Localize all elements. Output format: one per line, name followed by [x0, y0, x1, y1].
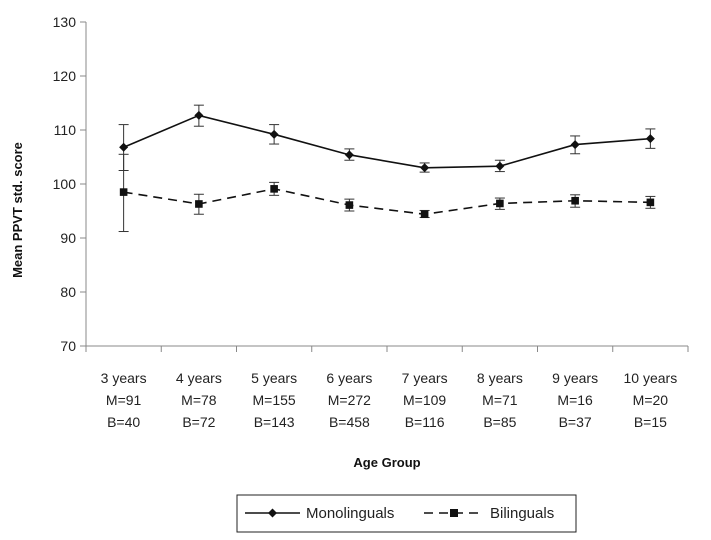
x-tick-sample-bilingual: B=458: [329, 414, 370, 430]
data-point: [645, 134, 655, 144]
x-tick-sample-monolingual: M=78: [181, 392, 217, 408]
legend-bilinguals-label: Bilinguals: [490, 505, 554, 522]
x-tick-sample-bilingual: B=72: [182, 414, 215, 430]
data-point: [345, 201, 354, 209]
legend-monolinguals-label: Monolinguals: [306, 505, 394, 522]
data-point: [495, 161, 505, 171]
y-tick-label: 130: [53, 14, 77, 30]
data-point: [496, 199, 504, 208]
y-tick-label: 110: [54, 122, 77, 138]
x-tick-sample-monolingual: M=109: [403, 392, 446, 408]
x-tick-sample-bilingual: B=37: [559, 414, 592, 430]
x-axis-title: Age Group: [353, 455, 420, 470]
y-ticks: 70 80 90 100 110 120 130: [53, 14, 86, 354]
x-tick-sample-monolingual: M=155: [253, 392, 296, 408]
x-tick-sample-bilingual: B=40: [107, 414, 140, 430]
x-tick-sample-monolingual: M=16: [557, 392, 593, 408]
series-layer: [118, 104, 656, 233]
series-line-monolinguals: [123, 114, 651, 169]
x-tick-label: 4 years: [176, 370, 222, 386]
y-tick-label: 90: [60, 230, 76, 246]
x-tick-sample-bilingual: B=116: [405, 414, 445, 430]
x-tick-sample-bilingual: B=85: [483, 414, 516, 430]
data-point: [119, 188, 128, 196]
y-tick-label: 70: [60, 338, 76, 354]
x-tick-sample-monolingual: M=20: [633, 392, 669, 408]
y-tick-label: 80: [60, 284, 76, 300]
legend-bilinguals-marker: [450, 509, 458, 517]
data-point: [646, 198, 655, 207]
y-tick-label: 100: [53, 176, 77, 192]
y-tick-label: 120: [53, 68, 77, 84]
series-monolinguals: [118, 104, 656, 173]
data-point: [269, 129, 279, 139]
series-bilinguals: [118, 153, 656, 233]
x-tick-label: 7 years: [402, 370, 448, 386]
x-tick-label: 10 years: [624, 370, 678, 386]
x-tick-sample-monolingual: M=272: [328, 392, 371, 408]
data-point: [195, 200, 203, 208]
x-tick-label: 8 years: [477, 370, 523, 386]
data-point: [270, 185, 278, 193]
data-point: [344, 150, 354, 160]
data-point: [119, 142, 129, 152]
axes: [85, 22, 688, 347]
x-tick-label: 6 years: [326, 370, 372, 386]
x-ticks: 3 years M=91 B=40 4 years M=78 B=72 5 years M=1…: [85, 346, 689, 430]
y-axis-title: Mean PPVT std. score: [10, 142, 25, 278]
x-tick-sample-monolingual: M=91: [106, 392, 142, 408]
data-point: [194, 110, 204, 120]
data-point: [570, 140, 580, 150]
x-tick-sample-monolingual: M=71: [482, 392, 518, 408]
data-point: [420, 163, 430, 173]
x-tick-label: 9 years: [552, 370, 598, 386]
x-tick-label: 5 years: [251, 370, 297, 386]
data-point: [571, 196, 579, 205]
x-tick-sample-bilingual: B=15: [634, 414, 667, 430]
legend: Monolinguals Bilinguals: [236, 494, 577, 533]
x-tick-label: 3 years: [101, 370, 147, 386]
data-point: [420, 210, 429, 219]
x-tick-sample-bilingual: B=143: [254, 414, 295, 430]
legend-monolinguals-marker: [268, 508, 277, 518]
